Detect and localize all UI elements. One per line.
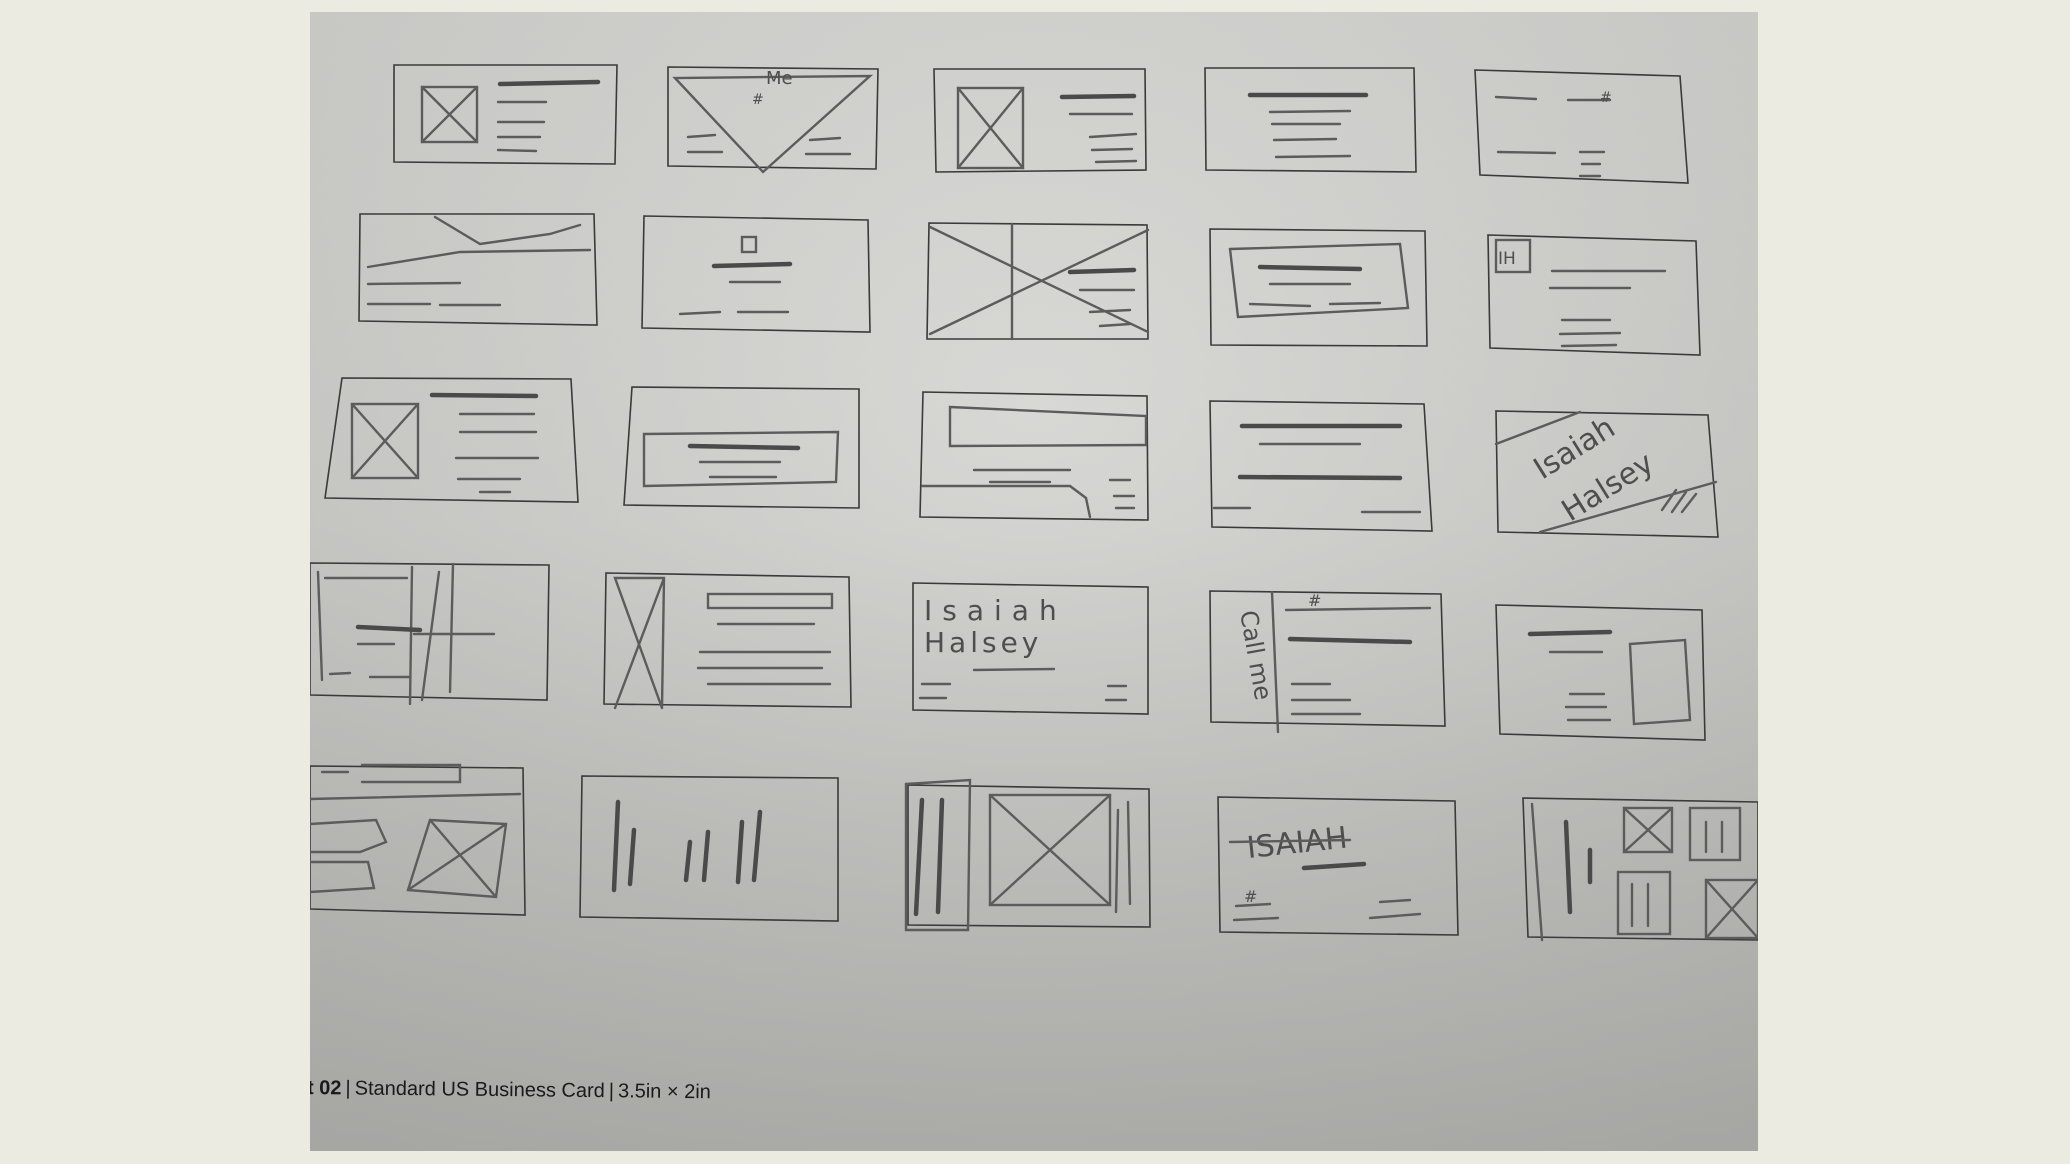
card-sketch-25 bbox=[1522, 797, 1758, 942]
card-sketch-7 bbox=[641, 215, 871, 333]
card-sketch-10: IH bbox=[1487, 234, 1701, 356]
monogram-label: IH bbox=[1498, 249, 1516, 269]
card-sketch-16 bbox=[310, 562, 550, 706]
sketch-photo: Me # # bbox=[310, 12, 1758, 1151]
sheet-number: t 02 bbox=[310, 1077, 342, 1100]
card-sketch-23 bbox=[904, 778, 1151, 932]
card-sketch-5: # bbox=[1474, 69, 1689, 184]
svg-text:#: # bbox=[752, 92, 764, 108]
card-sketch-14 bbox=[1209, 400, 1433, 532]
svg-text:#: # bbox=[1308, 591, 1321, 610]
card-sketch-20 bbox=[1495, 604, 1706, 741]
card-sketch-2: Me # bbox=[667, 66, 879, 174]
card-sketch-1 bbox=[393, 64, 618, 165]
card-type-label: Standard US Business Card bbox=[354, 1077, 605, 1103]
card-sketch-13 bbox=[919, 391, 1149, 521]
card-size-label: 3.5in × 2in bbox=[617, 1080, 711, 1104]
sheet-caption: t 02 | Standard US Business Card | 3.5in × 2… bbox=[310, 1077, 711, 1104]
name-last-spaced: Halsey bbox=[924, 626, 1042, 659]
card-sketch-22 bbox=[579, 775, 839, 922]
card-sketch-21 bbox=[310, 763, 526, 916]
card-sketch-6 bbox=[358, 213, 598, 326]
svg-text:#: # bbox=[1244, 887, 1257, 906]
card-sketch-17 bbox=[603, 572, 852, 710]
name-first-spaced: Isaiah bbox=[924, 594, 1067, 627]
thumbnail-sketches: Me # # bbox=[310, 12, 1758, 1151]
card-sketch-9 bbox=[1209, 228, 1428, 347]
card-sketch-12 bbox=[623, 386, 860, 509]
svg-text:#: # bbox=[1600, 90, 1612, 106]
card-sketch-3 bbox=[933, 68, 1147, 173]
card-sketch-4 bbox=[1204, 67, 1417, 173]
card-sketch-11 bbox=[324, 377, 579, 503]
card-sketch-8 bbox=[926, 222, 1150, 341]
card-sketch-18: Isaiah Halsey bbox=[912, 582, 1149, 715]
me-label: Me bbox=[766, 68, 793, 89]
